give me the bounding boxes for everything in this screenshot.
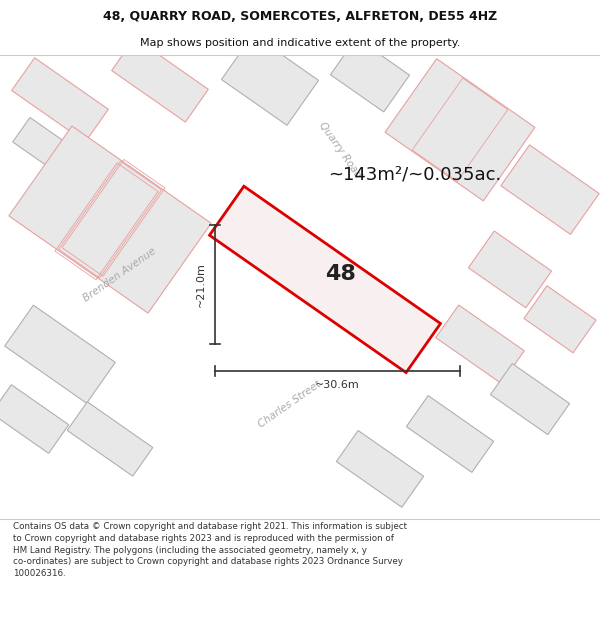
Polygon shape [5, 305, 115, 403]
Polygon shape [209, 186, 440, 372]
Text: ~21.0m: ~21.0m [196, 262, 206, 307]
Text: ~30.6m: ~30.6m [315, 380, 360, 390]
Polygon shape [67, 402, 153, 476]
Polygon shape [436, 305, 524, 384]
Text: Map shows position and indicative extent of the property.: Map shows position and indicative extent… [140, 38, 460, 48]
Polygon shape [13, 118, 87, 182]
Polygon shape [337, 431, 424, 508]
Polygon shape [406, 396, 494, 472]
Polygon shape [221, 34, 319, 125]
Polygon shape [9, 126, 211, 313]
Polygon shape [524, 286, 596, 352]
Text: Contains OS data © Crown copyright and database right 2021. This information is : Contains OS data © Crown copyright and d… [13, 522, 407, 578]
Polygon shape [331, 38, 410, 112]
Text: Charles Street: Charles Street [257, 379, 323, 429]
Polygon shape [11, 58, 109, 142]
Text: ~143m²/~0.035ac.: ~143m²/~0.035ac. [328, 166, 502, 184]
Polygon shape [112, 38, 208, 122]
Polygon shape [469, 231, 551, 308]
Text: Brenden Avenue: Brenden Avenue [82, 246, 158, 303]
Polygon shape [501, 145, 599, 234]
Text: 48: 48 [325, 264, 355, 284]
Polygon shape [490, 364, 569, 434]
Text: Quarry Road: Quarry Road [317, 120, 363, 179]
Polygon shape [385, 59, 535, 201]
Polygon shape [0, 385, 69, 453]
Text: 48, QUARRY ROAD, SOMERCOTES, ALFRETON, DE55 4HZ: 48, QUARRY ROAD, SOMERCOTES, ALFRETON, D… [103, 10, 497, 23]
